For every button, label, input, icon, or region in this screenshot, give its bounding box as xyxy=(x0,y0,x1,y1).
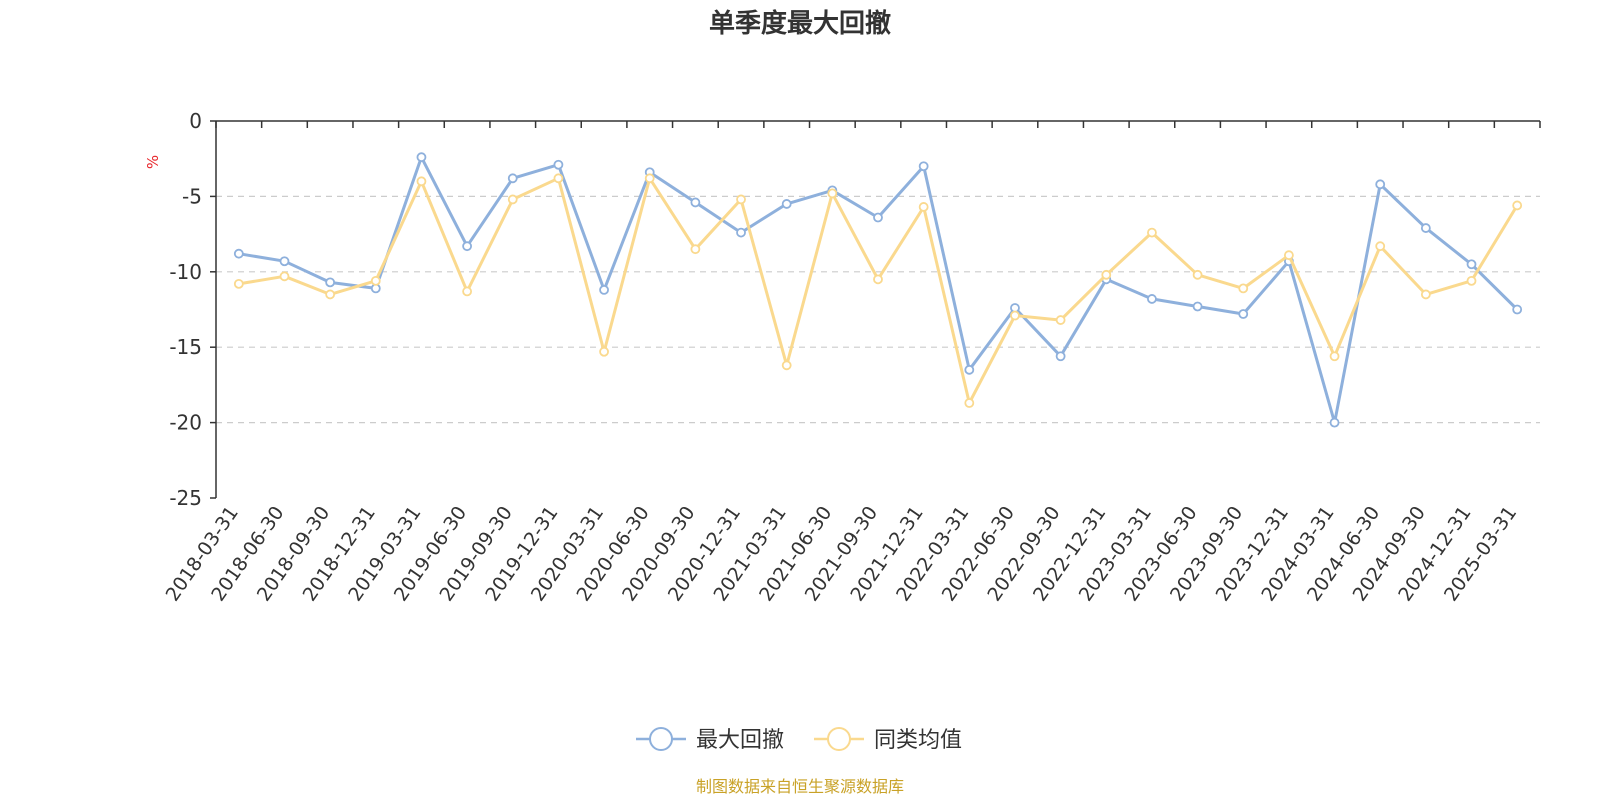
series-layer xyxy=(233,152,1523,428)
data-point xyxy=(873,274,883,285)
legend-marker-2[interactable] xyxy=(827,727,851,751)
data-point xyxy=(1466,275,1477,286)
series-line-2 xyxy=(238,176,1519,405)
legend-label-1[interactable]: 最大回撤 xyxy=(696,728,784,753)
legend[interactable]: 最大回撤 同类均值 xyxy=(636,727,962,753)
data-point xyxy=(1329,417,1340,428)
y-tick-label: -20 xyxy=(169,411,202,435)
data-point xyxy=(1420,223,1431,233)
data-point xyxy=(827,188,838,199)
data-point xyxy=(507,173,518,184)
data-point xyxy=(1101,269,1112,280)
data-point xyxy=(1192,301,1203,312)
data-point xyxy=(736,227,746,238)
data-point xyxy=(918,202,929,212)
source-note: 制图数据来自恒生聚源数据库 xyxy=(696,777,904,796)
data-point xyxy=(736,194,746,205)
data-point xyxy=(964,398,975,408)
data-point xyxy=(416,152,427,163)
series-line-1 xyxy=(238,155,1519,425)
data-point xyxy=(918,161,929,172)
data-point xyxy=(1466,259,1477,270)
legend-marker-1[interactable] xyxy=(649,727,673,751)
y-axis-unit: % xyxy=(144,155,162,169)
data-point xyxy=(690,244,701,255)
data-point xyxy=(279,256,290,267)
y-tick-label: -5 xyxy=(182,184,202,208)
data-point xyxy=(462,286,473,297)
data-point xyxy=(553,173,564,184)
data-point xyxy=(599,346,609,357)
data-point xyxy=(1147,227,1157,238)
data-point xyxy=(1375,241,1386,252)
data-point xyxy=(233,278,244,289)
data-point xyxy=(1238,283,1249,294)
data-point xyxy=(1512,200,1523,211)
grid-layer xyxy=(216,195,1540,424)
data-point xyxy=(690,197,701,208)
data-point xyxy=(1055,351,1066,362)
y-tick-label: -25 xyxy=(169,486,202,510)
data-point xyxy=(416,176,427,187)
data-point xyxy=(553,159,564,170)
data-point xyxy=(507,194,518,205)
data-point xyxy=(873,212,883,223)
data-point xyxy=(1055,315,1066,325)
data-point xyxy=(964,364,975,375)
y-tick-label: -10 xyxy=(169,260,202,284)
chart-title: 单季度最大回撤 xyxy=(709,8,891,39)
data-point xyxy=(1375,179,1386,190)
data-point xyxy=(1329,351,1340,362)
data-point xyxy=(1283,250,1294,261)
data-point xyxy=(370,275,381,286)
data-point xyxy=(1192,269,1203,280)
data-point xyxy=(1010,310,1020,321)
data-point xyxy=(325,277,336,288)
data-point xyxy=(1238,309,1249,319)
data-point xyxy=(462,241,473,252)
legend-label-2[interactable]: 同类均值 xyxy=(874,728,962,753)
data-point xyxy=(325,289,336,300)
y-tick-label: -15 xyxy=(169,335,202,359)
data-point xyxy=(781,199,792,209)
data-point xyxy=(279,271,290,282)
data-point xyxy=(1420,289,1431,300)
data-point xyxy=(1147,294,1157,304)
data-point xyxy=(599,284,609,295)
data-point xyxy=(644,173,655,184)
data-point xyxy=(1512,304,1523,315)
data-point xyxy=(233,248,244,259)
y-tick-label: 0 xyxy=(189,109,202,133)
data-point xyxy=(781,360,792,371)
